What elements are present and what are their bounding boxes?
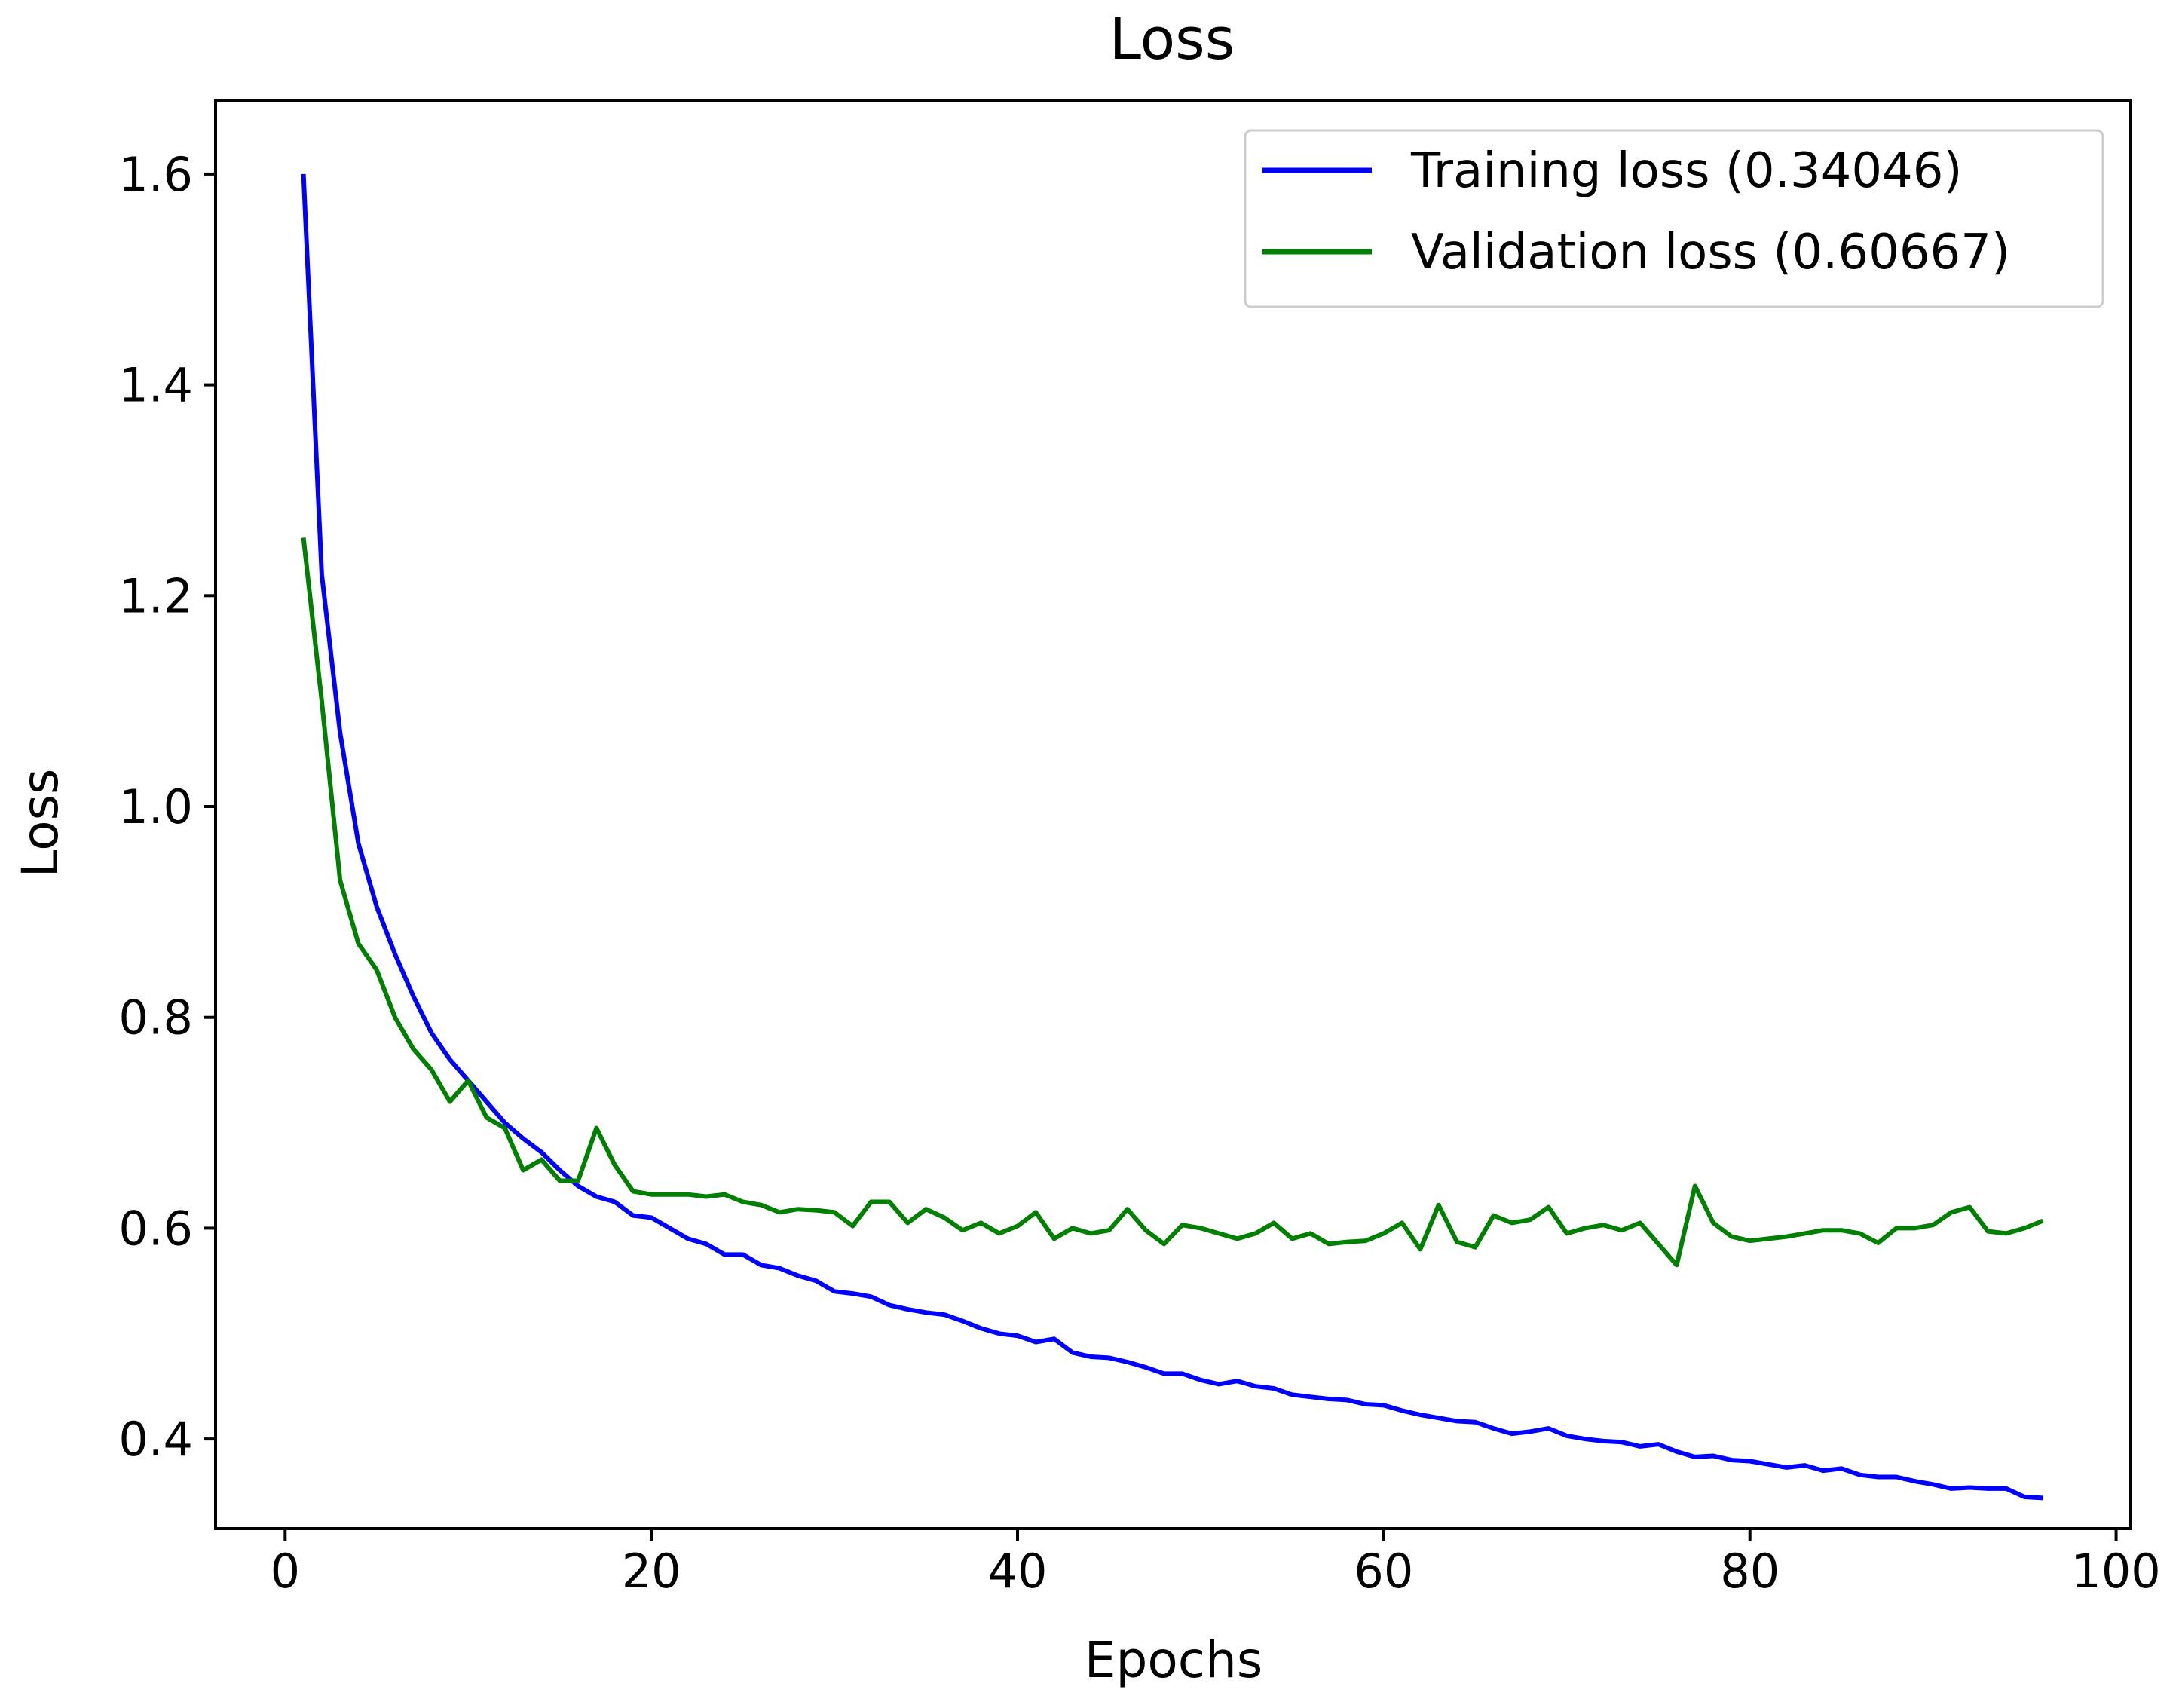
- y-axis-ticks: 0.4 0.6 0.8 1.0 1.2 1.4 1.6: [118, 147, 216, 1467]
- legend-box: [1244, 129, 2104, 308]
- series-line-validation: [301, 537, 2044, 1268]
- series-layer: [301, 173, 2044, 1501]
- legend: Training loss (0.34046) Validation loss …: [1244, 129, 2104, 308]
- y-tick-label: 1.2: [118, 568, 193, 623]
- series-line-training: [301, 173, 2043, 1501]
- y-tick-label: 1.4: [118, 358, 193, 413]
- y-tick-label: 0.4: [118, 1412, 193, 1467]
- x-axis-ticks: 0 20 40 60 80 100: [271, 1529, 2161, 1599]
- x-axis-label: Epochs: [1085, 1631, 1262, 1689]
- x-tick-label: 0: [271, 1544, 300, 1599]
- legend-label-training: Training loss (0.34046): [1410, 143, 1962, 199]
- y-tick-label: 1.6: [118, 147, 193, 202]
- x-tick-label: 40: [988, 1544, 1048, 1599]
- x-tick-label: 100: [2071, 1544, 2160, 1599]
- y-tick-label: 0.8: [118, 990, 193, 1045]
- x-tick-label: 60: [1354, 1544, 1413, 1599]
- y-tick-label: 1.0: [118, 779, 193, 834]
- y-tick-label: 0.6: [118, 1201, 193, 1256]
- y-axis-label: Loss: [11, 769, 69, 878]
- x-tick-label: 20: [622, 1544, 681, 1599]
- x-tick-label: 80: [1720, 1544, 1780, 1599]
- chart-title: Loss: [1109, 5, 1235, 72]
- plot-area: [214, 99, 2132, 1530]
- legend-label-validation: Validation loss (0.60667): [1411, 225, 2010, 280]
- plot-frame: [214, 99, 2132, 1530]
